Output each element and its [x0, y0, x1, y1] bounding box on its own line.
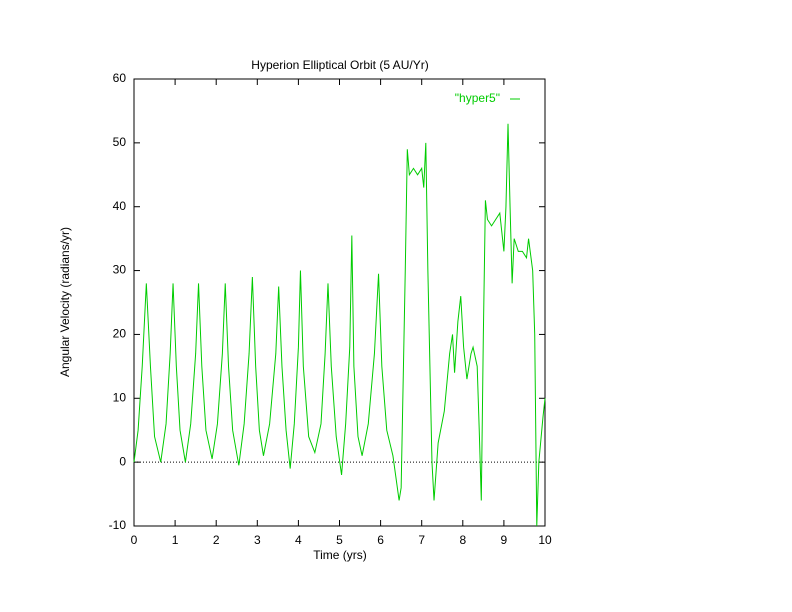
x-tick-label: 3	[254, 533, 261, 547]
y-tick-label: 0	[119, 454, 126, 468]
x-tick-label: 2	[213, 533, 220, 547]
data-line	[133, 123, 546, 527]
y-tick-label: 20	[113, 327, 127, 341]
legend-label: "hyper5"	[455, 91, 500, 105]
x-tick-label: 1	[172, 533, 179, 547]
y-tick-label: 10	[113, 390, 127, 404]
y-tick-label: 60	[113, 71, 127, 85]
x-tick-label: 5	[336, 533, 343, 547]
y-tick-label: 30	[113, 263, 127, 277]
chart-title: Hyperion Elliptical Orbit (5 AU/Yr)	[251, 58, 428, 72]
x-tick-label: 7	[418, 533, 425, 547]
x-tick-label: 6	[377, 533, 384, 547]
y-axis-label: Angular Velocity (radians/yr)	[58, 227, 72, 377]
x-tick-label: 0	[131, 533, 138, 547]
y-tick-label: -10	[109, 518, 127, 532]
y-tick-label: 40	[113, 199, 127, 213]
y-tick-label: 50	[113, 135, 127, 149]
x-tick-label: 10	[538, 533, 552, 547]
x-axis-label: Time (yrs)	[313, 548, 367, 562]
x-tick-label: 4	[295, 533, 302, 547]
x-tick-label: 9	[501, 533, 508, 547]
x-tick-label: 8	[459, 533, 466, 547]
